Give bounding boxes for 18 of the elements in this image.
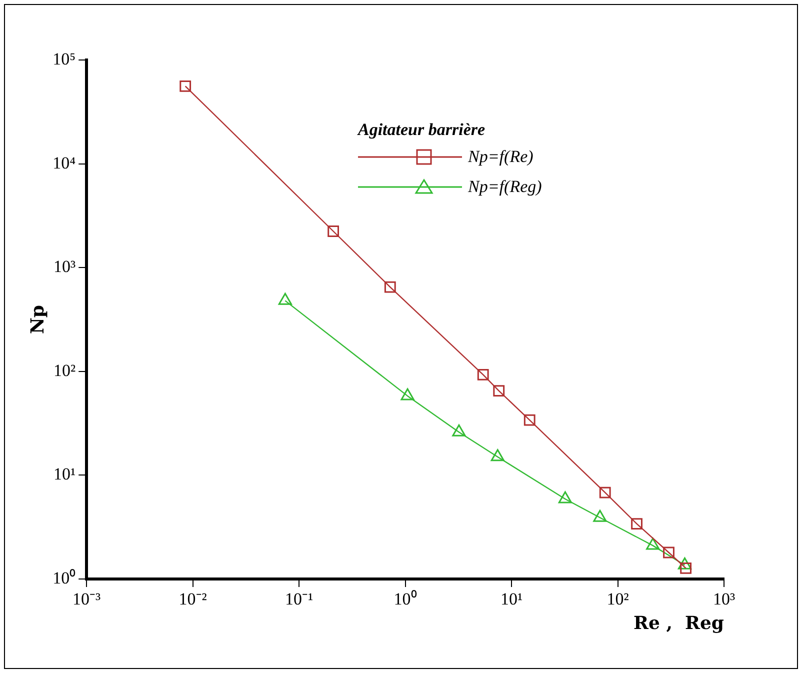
x-tick-label: 10¹ <box>500 590 523 609</box>
x-tick-label: 10⁰ <box>394 590 417 609</box>
y-tick-label: 10⁴ <box>52 153 76 172</box>
y-tick-label: 10² <box>53 360 76 380</box>
y-tick-label: 10⁰ <box>52 568 76 588</box>
y-tick-label: 10³ <box>53 257 76 276</box>
y-tick-label: 10⁵ <box>52 49 76 68</box>
y-tick-label: 10¹ <box>53 464 76 484</box>
x-tick-label: 10² <box>606 590 629 609</box>
legend-label: Np=f(Re) <box>468 147 534 167</box>
x-tick-label: 10⁻¹ <box>285 590 314 609</box>
x-axis-title: Re , Reg <box>634 612 724 634</box>
legend-label: Np=f(Reg) <box>468 177 542 197</box>
y-axis-title: Np <box>27 304 48 334</box>
legend-title: Agitateur barrière <box>358 119 486 141</box>
x-tick-label: 10⁻² <box>178 590 207 609</box>
x-tick-label: 10⁻³ <box>72 590 101 609</box>
x-tick-label: 10³ <box>712 590 736 609</box>
